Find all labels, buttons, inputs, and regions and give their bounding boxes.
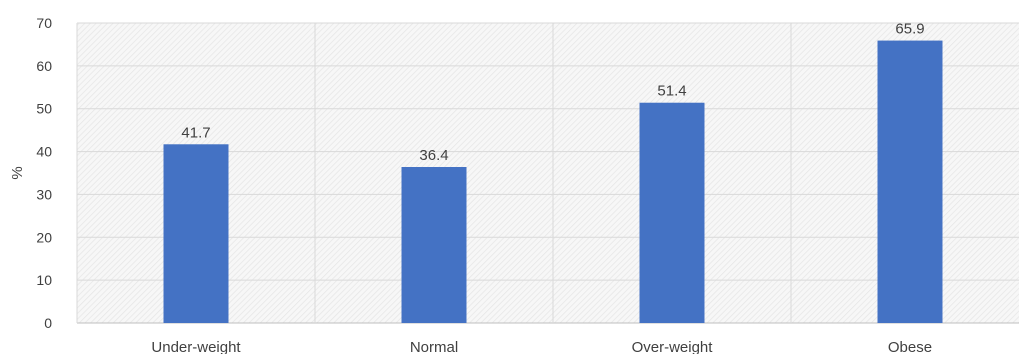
x-category-label: Under-weight [151, 339, 241, 354]
data-labels: 41.7 36.4 51.4 65.9 [181, 21, 924, 164]
bars [163, 40, 943, 323]
data-label: 51.4 [657, 83, 686, 100]
bar-over-weight [639, 102, 705, 323]
y-axis-title: % [9, 166, 26, 179]
data-label: 41.7 [181, 124, 210, 141]
data-label: 65.9 [895, 21, 924, 38]
bar-obese [877, 40, 943, 323]
y-tick-label: 10 [36, 272, 52, 288]
y-tick-label: 60 [36, 58, 52, 74]
x-category-label: Obese [888, 339, 932, 354]
y-tick-label: 70 [36, 15, 52, 31]
x-category-label: Normal [410, 339, 458, 354]
y-tick-label: 30 [36, 186, 52, 202]
y-tick-label: 40 [36, 144, 52, 160]
y-axis-ticks: 0 10 20 30 40 50 60 70 [36, 15, 52, 331]
bar-normal [401, 167, 467, 323]
y-tick-label: 0 [44, 315, 52, 331]
data-label: 36.4 [419, 147, 448, 164]
gridlines [76, 22, 1019, 324]
x-axis-labels: Under-weight Normal Over-weight Obese [151, 339, 932, 354]
x-category-label: Over-weight [632, 339, 714, 354]
y-tick-label: 20 [36, 229, 52, 245]
plot-area [77, 23, 1019, 323]
bar-under-weight [163, 144, 229, 323]
y-tick-label: 50 [36, 101, 52, 117]
